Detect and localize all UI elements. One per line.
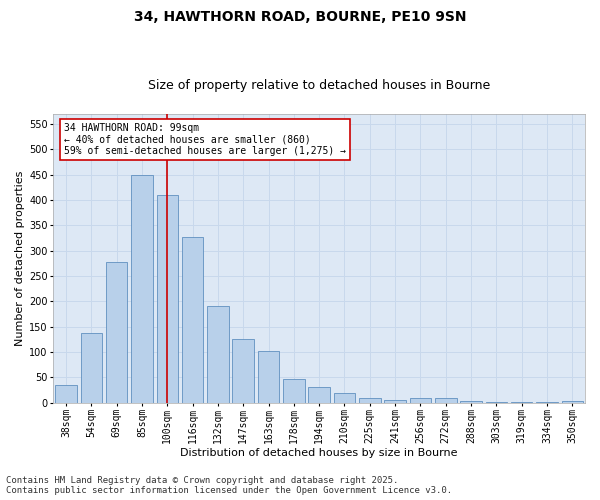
Bar <box>562 400 583 402</box>
Bar <box>283 379 305 402</box>
Text: 34 HAWTHORN ROAD: 99sqm
← 40% of detached houses are smaller (860)
59% of semi-d: 34 HAWTHORN ROAD: 99sqm ← 40% of detache… <box>64 122 346 156</box>
Bar <box>207 306 229 402</box>
Text: 34, HAWTHORN ROAD, BOURNE, PE10 9SN: 34, HAWTHORN ROAD, BOURNE, PE10 9SN <box>134 10 466 24</box>
Bar <box>359 398 380 402</box>
Bar <box>334 394 355 402</box>
Bar <box>106 262 127 402</box>
Bar <box>258 352 279 403</box>
Y-axis label: Number of detached properties: Number of detached properties <box>15 170 25 346</box>
Bar <box>55 385 77 402</box>
X-axis label: Distribution of detached houses by size in Bourne: Distribution of detached houses by size … <box>181 448 458 458</box>
Bar <box>410 398 431 402</box>
Bar <box>460 401 482 402</box>
Text: Contains HM Land Registry data © Crown copyright and database right 2025.
Contai: Contains HM Land Registry data © Crown c… <box>6 476 452 495</box>
Bar <box>157 195 178 402</box>
Bar <box>232 340 254 402</box>
Bar <box>308 387 330 402</box>
Title: Size of property relative to detached houses in Bourne: Size of property relative to detached ho… <box>148 79 490 92</box>
Bar <box>385 400 406 402</box>
Bar <box>182 237 203 402</box>
Bar <box>131 174 153 402</box>
Bar <box>80 333 102 402</box>
Bar <box>435 398 457 402</box>
